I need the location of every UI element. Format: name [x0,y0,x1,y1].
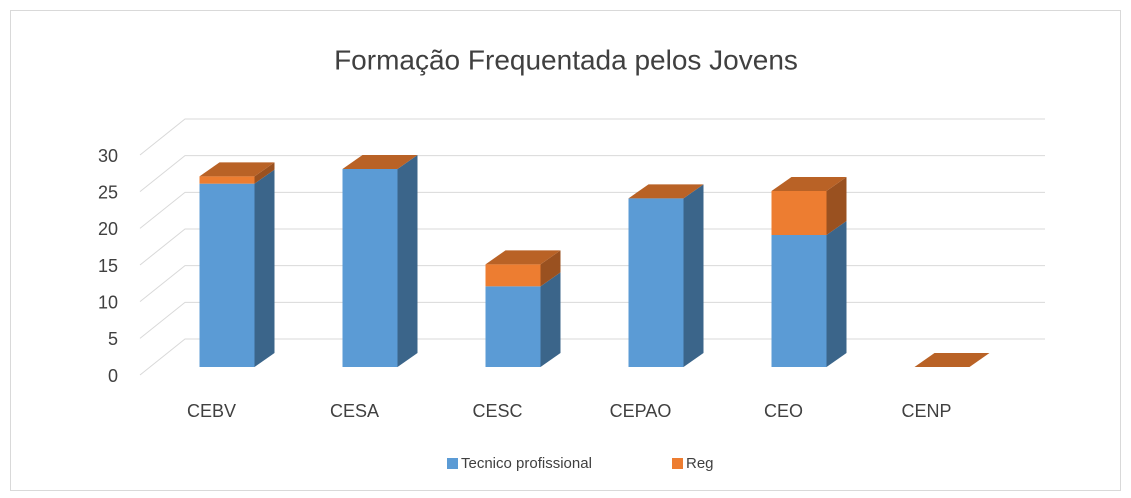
legend-swatch [447,458,458,469]
bar-side [540,250,561,287]
y-tick-label: 5 [108,329,118,349]
y-tick-label: 25 [98,182,118,202]
bar [485,286,541,367]
bar-top [914,353,990,367]
bar-top [199,162,275,177]
x-tick-label: CEPAO [610,401,672,421]
y-tick-label: 10 [98,292,118,312]
grid-line [139,118,1045,156]
grid-line [139,228,1045,266]
y-tick-label: 15 [98,256,118,276]
bar [485,264,541,287]
legend-swatch [672,458,683,469]
bar-side [254,162,275,184]
legend-label: Reg [686,455,714,472]
bar [628,198,684,367]
grid-line [139,191,1045,229]
grid-line [139,338,1045,376]
bar-top [342,155,418,169]
bar [771,191,827,235]
x-tick-label: CENP [901,401,951,421]
x-tick-label: CEO [764,401,803,421]
y-tick-label: 20 [98,219,118,239]
chart-title: Formação Frequentada pelos Jovens [334,44,798,75]
bar-top [771,177,847,191]
grid-line [139,155,1045,193]
bar-side [683,184,704,367]
bar-side [540,272,561,367]
x-tick-label: CESC [472,401,522,421]
grid-line [139,265,1045,303]
bar-side [397,155,418,367]
x-tick-label: CEBV [187,401,236,421]
bar-top [628,184,704,199]
y-tick-label: 0 [108,366,118,386]
legend-label: Tecnico profissional [461,455,592,472]
bar [342,169,398,367]
bar [199,176,255,184]
grid-line [139,301,1045,339]
bar [771,235,827,367]
y-tick-label: 30 [98,146,118,166]
chart-border [10,10,1121,491]
bar-side [826,221,847,367]
bar-side [254,169,275,367]
bar-top [485,250,561,265]
bar-side [826,177,847,235]
x-tick-label: CESA [330,401,379,421]
bar [199,183,255,367]
